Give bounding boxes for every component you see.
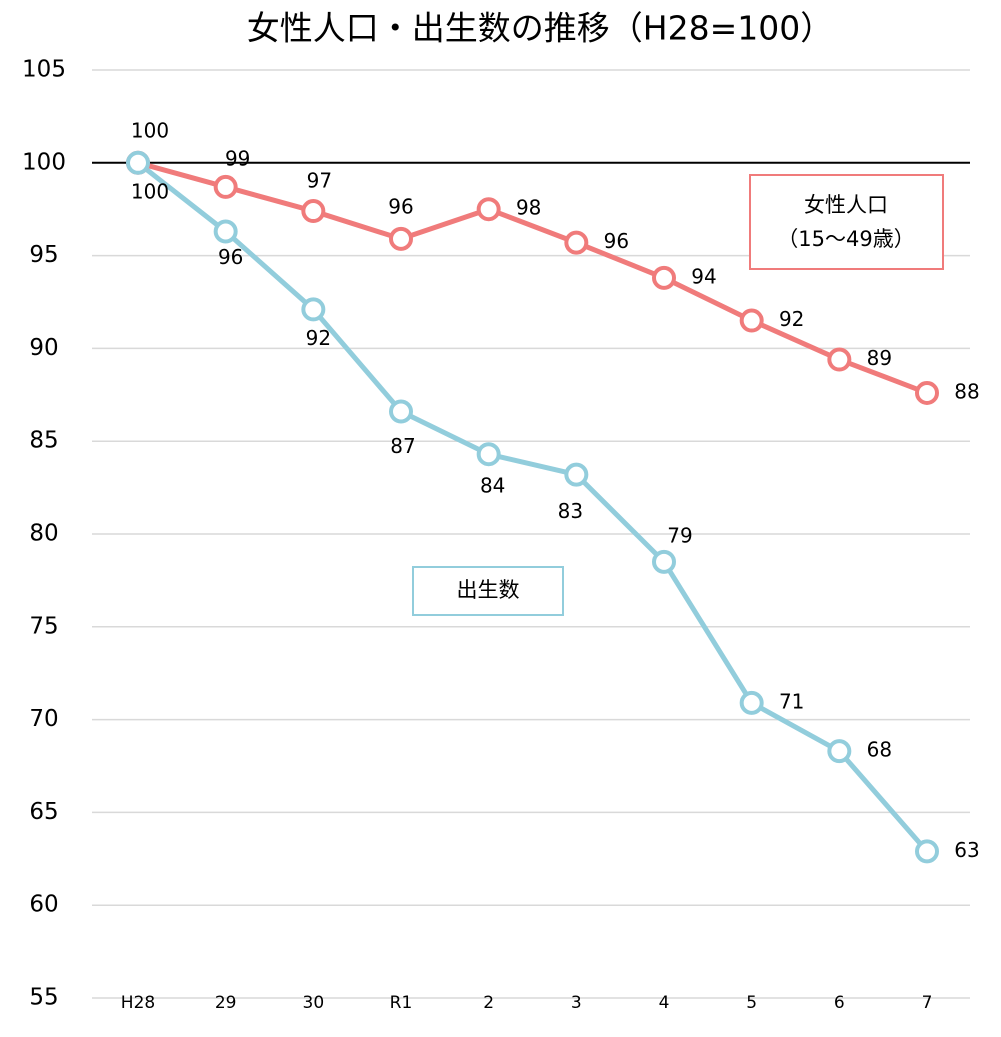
x-tick-label: 5 [746,993,757,1013]
data-label: 92 [779,307,804,331]
data-label: 97 [307,169,332,193]
marker [476,197,501,222]
x-tick-label: R1 [390,993,413,1013]
data-label: 100 [131,179,169,203]
x-tick-label: 30 [303,993,325,1013]
data-label: 63 [954,838,979,862]
x-tick-label: 4 [659,993,670,1013]
marker [389,399,413,424]
marker [213,174,238,199]
legend: 女性人口 （15～49歳） 出生数 [412,174,944,616]
y-tick-label: 95 [29,242,58,268]
y-tick-label: 100 [22,149,66,175]
legend-box [749,174,944,270]
y-tick-label: 85 [29,428,58,454]
x-tick-label: H28 [121,993,155,1013]
marker [476,442,501,467]
y-tick-label: 80 [29,521,58,547]
data-label: 71 [779,689,804,713]
marker [301,199,326,224]
x-tick-label: 29 [215,993,237,1013]
y-tick-label: 70 [29,706,58,732]
marker [126,150,150,175]
data-label: 84 [480,474,505,498]
data-label: 96 [388,194,413,218]
data-label: 96 [218,245,243,269]
y-tick-label: 105 [22,57,66,83]
data-label: 79 [667,523,692,547]
marker [915,380,939,405]
marker [213,219,238,244]
x-tick-label: 3 [571,993,582,1013]
legend-box [412,566,564,616]
data-label: 100 [131,118,169,142]
marker [739,690,764,715]
marker [915,839,939,864]
marker [827,347,852,372]
y-tick-label: 55 [29,985,58,1011]
marker [739,308,764,333]
series-line [136,160,929,854]
series-line [137,160,928,396]
data-label: 96 [604,229,629,253]
marker [564,462,589,487]
data-label: 88 [954,379,979,403]
data-label: 99 [225,146,250,170]
y-tick-label: 75 [29,613,58,639]
y-tick-label: 90 [29,335,58,361]
legend-label: 出生数 [457,578,520,602]
marker [652,549,676,574]
chart-title: 女性人口・出生数の推移（H28=100） [247,9,833,48]
legend-label: （15～49歳） [777,227,914,251]
data-label: 89 [867,346,892,370]
marker [301,297,326,322]
data-label: 92 [306,326,331,350]
marker [652,265,676,290]
data-label: 94 [691,264,716,288]
marker [564,230,589,255]
x-tick-label: 2 [483,993,494,1013]
legend-label: 女性人口 [804,193,888,217]
data-label: 83 [558,499,583,523]
y-tick-label: 60 [29,892,58,918]
data-label: 68 [867,738,892,762]
marker [389,226,413,251]
x-tick-label: 7 [922,993,933,1013]
marker [827,739,852,764]
data-label: 98 [516,196,541,220]
data-label: 87 [390,434,415,458]
y-tick-label: 65 [29,799,58,825]
x-tick-label: 6 [834,993,845,1013]
